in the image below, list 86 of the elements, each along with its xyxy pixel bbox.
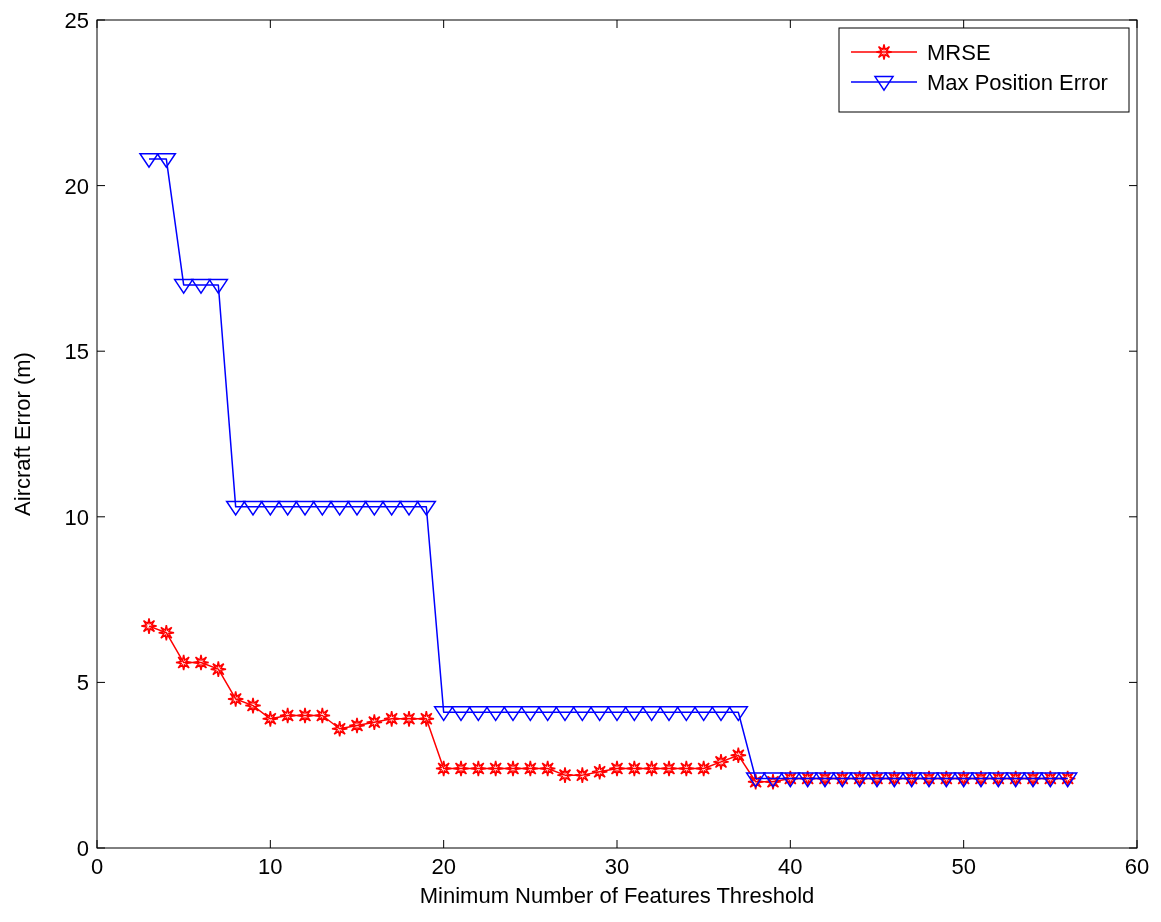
point — [555, 706, 575, 722]
x-tick-label: 50 — [951, 854, 976, 879]
legend-label: MRSE — [927, 40, 991, 65]
y-axis-title: Aircraft Error (m) — [10, 352, 35, 516]
point — [383, 710, 401, 728]
point — [556, 766, 574, 784]
point — [487, 760, 505, 777]
point — [503, 706, 523, 722]
point — [504, 760, 522, 777]
point — [296, 707, 314, 724]
point — [347, 500, 367, 516]
point — [295, 500, 315, 516]
point — [261, 710, 279, 728]
point — [693, 706, 714, 722]
x-tick-label: 10 — [258, 854, 283, 879]
point — [175, 654, 193, 671]
point — [140, 617, 158, 635]
point — [452, 760, 470, 777]
legend-label: Max Position Error — [927, 70, 1108, 95]
point — [313, 707, 331, 724]
point — [589, 706, 610, 722]
point — [677, 760, 695, 777]
point — [676, 706, 697, 722]
point — [573, 766, 591, 784]
point — [728, 706, 749, 722]
x-tick-label: 30 — [604, 854, 630, 879]
point — [607, 706, 627, 722]
point — [331, 720, 349, 738]
point — [381, 500, 402, 516]
point — [468, 706, 489, 722]
x-tick-label: 40 — [778, 854, 803, 879]
point — [521, 760, 539, 777]
point — [173, 278, 194, 294]
x-axis-title: Minimum Number of Features Threshold — [419, 883, 815, 908]
point — [485, 706, 506, 722]
point — [643, 760, 661, 777]
point — [244, 697, 262, 714]
y-tick-label: 25 — [64, 8, 89, 33]
point — [277, 500, 298, 516]
point — [520, 706, 541, 722]
y-tick-label: 10 — [64, 504, 89, 530]
point — [260, 500, 281, 516]
point — [433, 706, 454, 722]
point — [399, 500, 419, 516]
point — [191, 278, 211, 294]
point — [139, 152, 159, 168]
point — [659, 706, 679, 722]
point — [711, 706, 731, 722]
point — [348, 717, 366, 734]
point — [400, 710, 418, 728]
point — [591, 763, 609, 781]
point — [157, 624, 175, 642]
y-tick-label: 15 — [64, 339, 89, 365]
point — [312, 500, 333, 516]
point — [417, 710, 435, 728]
point — [641, 706, 662, 722]
point — [712, 753, 730, 771]
y-tick-label: 5 — [76, 670, 89, 696]
point — [660, 760, 678, 777]
point — [279, 707, 297, 724]
point — [208, 278, 229, 294]
point — [539, 760, 557, 777]
point — [695, 760, 713, 777]
point — [192, 654, 210, 671]
point — [243, 500, 263, 516]
point — [625, 760, 643, 777]
point — [416, 500, 437, 516]
point — [729, 746, 747, 764]
point — [227, 690, 245, 708]
point — [624, 706, 645, 722]
point — [364, 500, 385, 516]
point — [608, 760, 626, 777]
point — [156, 152, 177, 168]
x-tick-label: 20 — [431, 854, 456, 879]
point — [329, 500, 350, 516]
point — [365, 713, 383, 731]
point — [469, 760, 487, 777]
point — [225, 500, 246, 516]
point — [209, 660, 227, 678]
point — [537, 706, 558, 722]
x-tick-label: 60 — [1124, 854, 1150, 879]
y-tick-label: 20 — [64, 173, 89, 199]
point — [451, 706, 471, 722]
point — [572, 706, 593, 722]
y-tick-label: 0 — [76, 836, 89, 861]
point — [435, 760, 453, 777]
